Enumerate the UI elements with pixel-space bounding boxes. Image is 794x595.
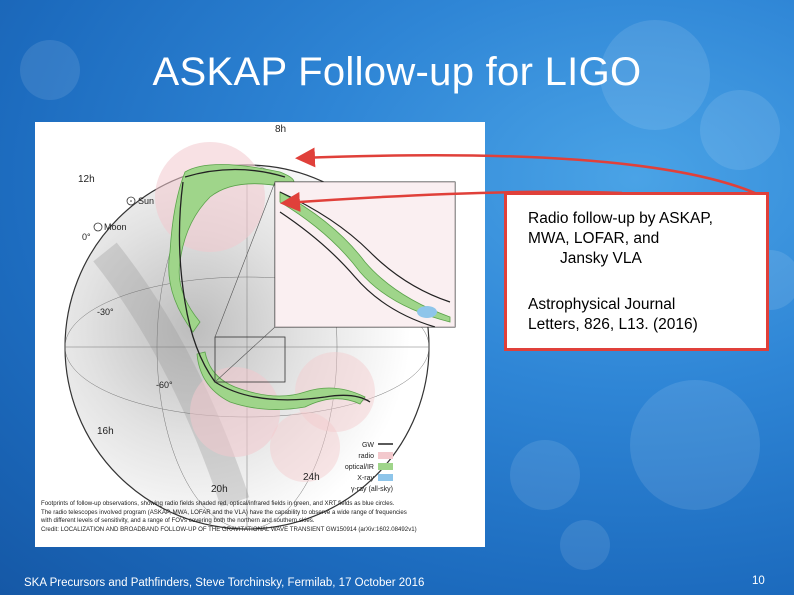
radio-field xyxy=(270,412,340,482)
arrow-to-inset xyxy=(295,147,756,195)
caption-line: The radio telescopes involved program (A… xyxy=(41,508,407,516)
bokeh-circle xyxy=(510,440,580,510)
legend-radio-label: radio xyxy=(358,453,374,460)
moon-icon xyxy=(93,222,103,232)
slide-title: ASKAP Follow-up for LIGO xyxy=(152,50,642,94)
legend: GW radio optical/IR X-ray γ-ray (all-sky… xyxy=(345,442,393,493)
callout-box: Radio follow-up by ASKAP, MWA, LOFAR, an… xyxy=(504,192,769,351)
bokeh-circle xyxy=(700,90,780,170)
bokeh-circle xyxy=(560,520,610,570)
callout-line: Radio follow-up by ASKAP, xyxy=(528,210,713,227)
inset-xray-field xyxy=(417,306,437,318)
zoom-connector xyxy=(214,326,276,383)
inset-optical-fields xyxy=(279,191,451,323)
legend-radio-swatch xyxy=(378,452,393,459)
label-16h: 16h xyxy=(97,426,114,437)
label-sun: Sun xyxy=(138,196,154,206)
caption-line: Footprints of follow-up observations, sh… xyxy=(41,500,395,507)
bokeh-circle xyxy=(630,380,760,510)
optical-fields-south xyxy=(196,351,366,410)
slide-footer: SKA Precursors and Pathfinders, Steve To… xyxy=(24,577,425,589)
galactic-plane xyxy=(93,242,250,507)
sun-dot xyxy=(130,200,132,202)
sun-icon xyxy=(126,196,136,206)
zoom-region xyxy=(214,336,286,383)
page-number: 10 xyxy=(752,575,765,587)
inset-gw-contour xyxy=(279,191,451,328)
label-24h: 24h xyxy=(303,472,320,483)
sky-map-svg: 8h 12h Sun Moon 0° -30° -60° 16h 24h 20h… xyxy=(64,124,456,530)
legend-optical-label: optical/IR xyxy=(345,464,374,471)
label-20h: 20h xyxy=(211,484,228,495)
legend-optical-swatch xyxy=(378,463,393,470)
label-12h: 12h xyxy=(78,174,95,185)
legend-gw-label: GW xyxy=(362,442,374,449)
zoom-connector xyxy=(214,181,276,338)
bokeh-circle xyxy=(20,40,80,100)
optical-fields-north xyxy=(168,164,295,333)
callout-line: Jansky VLA xyxy=(560,250,642,267)
callout-description: Radio follow-up by ASKAP, MWA, LOFAR, an… xyxy=(528,209,713,269)
label-moon: Moon xyxy=(104,222,127,232)
legend-xray-swatch xyxy=(378,474,393,481)
inset-radio-shading xyxy=(275,182,455,327)
callout-reference: Astrophysical Journal Letters, 826, L13.… xyxy=(528,295,698,335)
caption-line: with different levels of sensitivity, an… xyxy=(41,517,315,525)
sky-map-figure: 8h 12h Sun Moon 0° -30° -60° 16h 24h 20h… xyxy=(35,122,485,547)
figure-caption: Footprints of follow-up observations, sh… xyxy=(41,500,481,534)
legend-gamma-label: γ-ray (all-sky) xyxy=(351,486,393,493)
reference-line: Letters, 826, L13. (2016) xyxy=(528,316,698,333)
label-minus60deg: -60° xyxy=(156,380,173,390)
label-minus30deg: -30° xyxy=(97,307,114,317)
legend-xray-label: X-ray xyxy=(357,475,374,482)
bokeh-circle xyxy=(600,20,710,130)
label-8h: 8h xyxy=(275,124,286,135)
reference-line: Astrophysical Journal xyxy=(528,296,676,313)
callout-line: MWA, LOFAR, and xyxy=(528,230,660,247)
caption-line: Credit: LOCALIZATION AND BROADBAND FOLLO… xyxy=(41,525,417,533)
label-0deg: 0° xyxy=(82,232,91,242)
